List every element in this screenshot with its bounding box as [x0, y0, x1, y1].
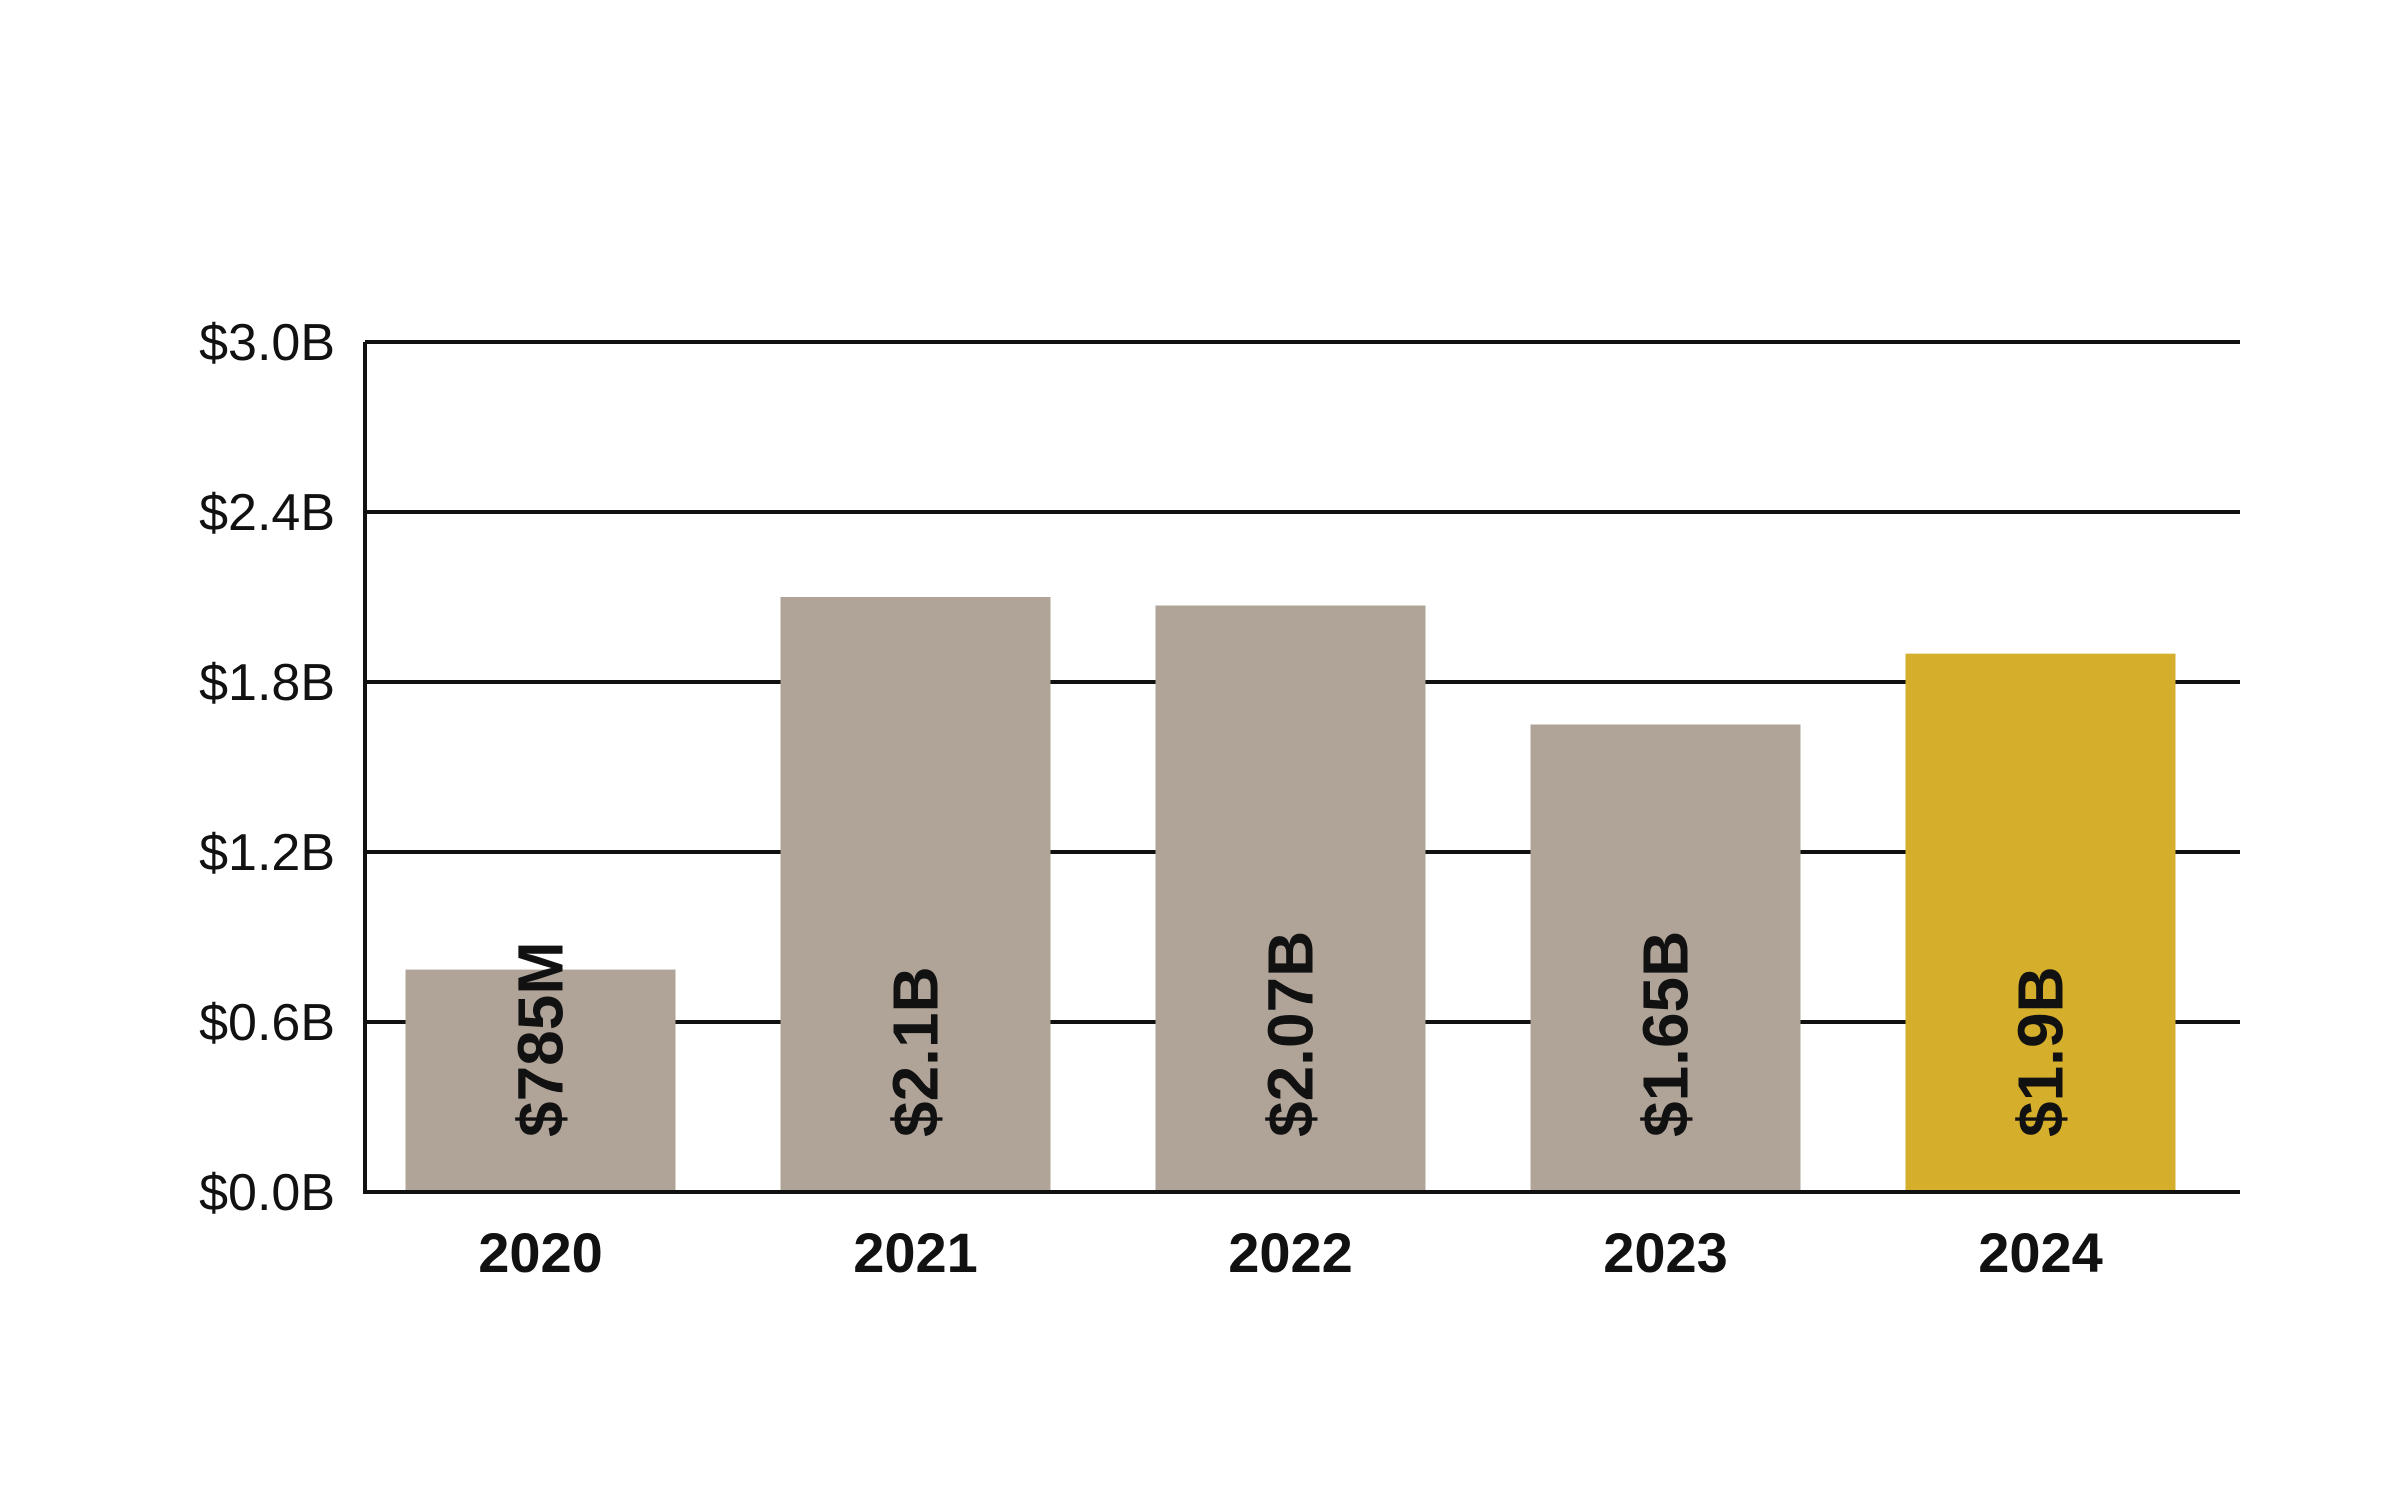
x-tick-label: 2024 — [1978, 1221, 2103, 1284]
data-label: $2.1B — [880, 966, 952, 1137]
bar-2022 — [1155, 605, 1426, 1192]
x-tick-label: 2020 — [478, 1221, 603, 1284]
y-tick-label: $1.2B — [199, 824, 335, 882]
axes — [363, 342, 2240, 1194]
bar-2023 — [1530, 724, 1801, 1192]
data-label: $1.9B — [2005, 966, 2077, 1137]
y-tick-label: $1.8B — [199, 654, 335, 712]
x-tick-label: 2022 — [1228, 1221, 1353, 1284]
data-label: $785M — [505, 941, 577, 1137]
bar-2021 — [780, 597, 1051, 1192]
y-tick-label: $3.0B — [199, 314, 335, 372]
x-tick-label: 2023 — [1603, 1221, 1728, 1284]
bar-2024 — [1905, 653, 2176, 1192]
y-tick-label: $0.6B — [199, 994, 335, 1052]
data-label: $2.07B — [1255, 931, 1327, 1137]
x-tick-label: 2021 — [853, 1221, 978, 1284]
data-label: $1.65B — [1630, 931, 1702, 1137]
y-tick-label: $2.4B — [199, 484, 335, 542]
bar-2020 — [405, 969, 676, 1192]
y-tick-label: $0.0B — [199, 1164, 335, 1222]
bars — [405, 597, 2176, 1192]
labels: $0.0B $0.6B $1.2B $1.8B $2.4B $3.0B 2020 $785M 2… — [199, 314, 2103, 1284]
